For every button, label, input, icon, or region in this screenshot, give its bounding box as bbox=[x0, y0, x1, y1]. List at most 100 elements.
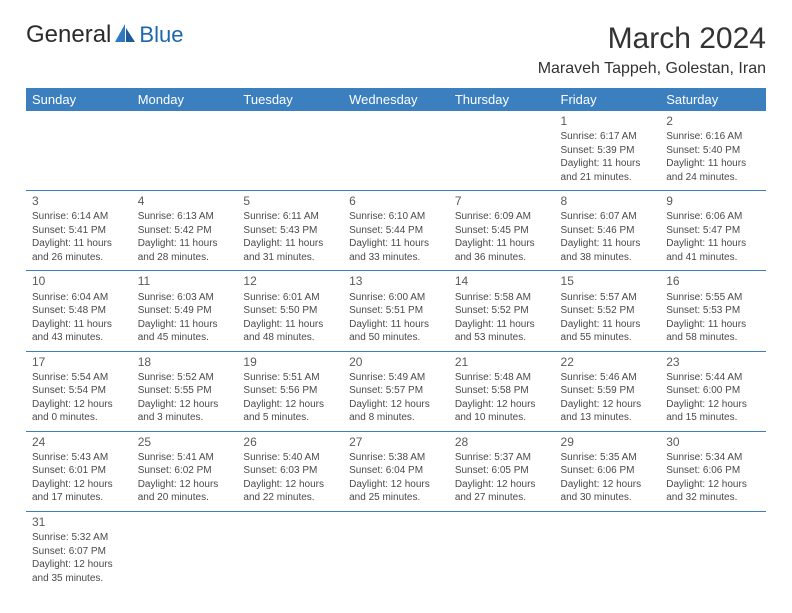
daylight-text: Daylight: 11 hours and 38 minutes. bbox=[561, 237, 655, 264]
daylight-text: Daylight: 11 hours and 41 minutes. bbox=[666, 237, 760, 264]
sunset-text: Sunset: 5:39 PM bbox=[561, 144, 655, 158]
sunrise-text: Sunrise: 6:09 AM bbox=[455, 210, 549, 224]
calendar-day-cell: 15Sunrise: 5:57 AMSunset: 5:52 PMDayligh… bbox=[555, 271, 661, 351]
weekday-header: Thursday bbox=[449, 88, 555, 111]
calendar-empty-cell bbox=[132, 111, 238, 191]
calendar-day-cell: 29Sunrise: 5:35 AMSunset: 6:06 PMDayligh… bbox=[555, 431, 661, 511]
calendar-day-cell: 23Sunrise: 5:44 AMSunset: 6:00 PMDayligh… bbox=[660, 351, 766, 431]
weekday-header: Sunday bbox=[26, 88, 132, 111]
calendar-day-cell: 3Sunrise: 6:14 AMSunset: 5:41 PMDaylight… bbox=[26, 191, 132, 271]
sunrise-text: Sunrise: 5:37 AM bbox=[455, 451, 549, 465]
day-number: 8 bbox=[561, 193, 655, 209]
day-number: 7 bbox=[455, 193, 549, 209]
day-number: 14 bbox=[455, 273, 549, 289]
sunrise-text: Sunrise: 6:11 AM bbox=[243, 210, 337, 224]
day-number: 18 bbox=[138, 354, 232, 370]
day-number: 27 bbox=[349, 434, 443, 450]
calendar-empty-cell bbox=[343, 511, 449, 591]
sunset-text: Sunset: 5:59 PM bbox=[561, 384, 655, 398]
daylight-text: Daylight: 12 hours and 22 minutes. bbox=[243, 478, 337, 505]
logo-brand-text: General bbox=[26, 23, 111, 47]
day-number: 16 bbox=[666, 273, 760, 289]
sunset-text: Sunset: 5:52 PM bbox=[455, 304, 549, 318]
calendar-empty-cell bbox=[132, 511, 238, 591]
day-number: 13 bbox=[349, 273, 443, 289]
sunset-text: Sunset: 5:55 PM bbox=[138, 384, 232, 398]
calendar-day-cell: 24Sunrise: 5:43 AMSunset: 6:01 PMDayligh… bbox=[26, 431, 132, 511]
weekday-header: Friday bbox=[555, 88, 661, 111]
calendar-empty-cell bbox=[237, 511, 343, 591]
sunrise-text: Sunrise: 6:07 AM bbox=[561, 210, 655, 224]
sunset-text: Sunset: 5:54 PM bbox=[32, 384, 126, 398]
daylight-text: Daylight: 12 hours and 3 minutes. bbox=[138, 398, 232, 425]
daylight-text: Daylight: 12 hours and 5 minutes. bbox=[243, 398, 337, 425]
calendar-day-cell: 27Sunrise: 5:38 AMSunset: 6:04 PMDayligh… bbox=[343, 431, 449, 511]
sunset-text: Sunset: 5:42 PM bbox=[138, 224, 232, 238]
daylight-text: Daylight: 12 hours and 13 minutes. bbox=[561, 398, 655, 425]
day-number: 21 bbox=[455, 354, 549, 370]
sunrise-text: Sunrise: 5:54 AM bbox=[32, 371, 126, 385]
calendar-day-cell: 28Sunrise: 5:37 AMSunset: 6:05 PMDayligh… bbox=[449, 431, 555, 511]
sunset-text: Sunset: 6:06 PM bbox=[561, 464, 655, 478]
calendar-day-cell: 16Sunrise: 5:55 AMSunset: 5:53 PMDayligh… bbox=[660, 271, 766, 351]
sunrise-text: Sunrise: 5:49 AM bbox=[349, 371, 443, 385]
sunrise-text: Sunrise: 5:48 AM bbox=[455, 371, 549, 385]
daylight-text: Daylight: 11 hours and 50 minutes. bbox=[349, 318, 443, 345]
calendar-day-cell: 17Sunrise: 5:54 AMSunset: 5:54 PMDayligh… bbox=[26, 351, 132, 431]
daylight-text: Daylight: 12 hours and 30 minutes. bbox=[561, 478, 655, 505]
daylight-text: Daylight: 11 hours and 53 minutes. bbox=[455, 318, 549, 345]
daylight-text: Daylight: 12 hours and 25 minutes. bbox=[349, 478, 443, 505]
calendar-day-cell: 31Sunrise: 5:32 AMSunset: 6:07 PMDayligh… bbox=[26, 511, 132, 591]
weekday-header: Saturday bbox=[660, 88, 766, 111]
sunrise-text: Sunrise: 5:41 AM bbox=[138, 451, 232, 465]
day-number: 6 bbox=[349, 193, 443, 209]
daylight-text: Daylight: 11 hours and 55 minutes. bbox=[561, 318, 655, 345]
sunrise-text: Sunrise: 6:01 AM bbox=[243, 291, 337, 305]
calendar-day-cell: 14 Sunrise: 5:58 AMSunset: 5:52 PMDayligh… bbox=[449, 271, 555, 351]
daylight-text: Daylight: 11 hours and 45 minutes. bbox=[138, 318, 232, 345]
day-number: 3 bbox=[32, 193, 126, 209]
sunset-text: Sunset: 6:03 PM bbox=[243, 464, 337, 478]
calendar-day-cell: 18Sunrise: 5:52 AMSunset: 5:55 PMDayligh… bbox=[132, 351, 238, 431]
calendar-page: General Blue March 2024 Maraveh Tappeh, … bbox=[0, 0, 792, 613]
sunrise-text: Sunrise: 5:32 AM bbox=[32, 531, 126, 545]
sunrise-text: Sunrise: 6:16 AM bbox=[666, 130, 760, 144]
day-number: 19 bbox=[243, 354, 337, 370]
day-number: 25 bbox=[138, 434, 232, 450]
sunset-text: Sunset: 6:06 PM bbox=[666, 464, 760, 478]
day-number: 12 bbox=[243, 273, 337, 289]
sunset-text: Sunset: 6:07 PM bbox=[32, 545, 126, 559]
daylight-text: Daylight: 11 hours and 28 minutes. bbox=[138, 237, 232, 264]
sunrise-text: Sunrise: 6:00 AM bbox=[349, 291, 443, 305]
daylight-text: Daylight: 12 hours and 8 minutes. bbox=[349, 398, 443, 425]
daylight-text: Daylight: 12 hours and 20 minutes. bbox=[138, 478, 232, 505]
day-number: 26 bbox=[243, 434, 337, 450]
daylight-text: Daylight: 12 hours and 32 minutes. bbox=[666, 478, 760, 505]
calendar-empty-cell bbox=[555, 511, 661, 591]
sunrise-text: Sunrise: 6:06 AM bbox=[666, 210, 760, 224]
sunrise-text: Sunrise: 5:58 AM bbox=[455, 291, 549, 305]
sunset-text: Sunset: 5:57 PM bbox=[349, 384, 443, 398]
sunrise-text: Sunrise: 5:44 AM bbox=[666, 371, 760, 385]
calendar-day-cell: 21Sunrise: 5:48 AMSunset: 5:58 PMDayligh… bbox=[449, 351, 555, 431]
day-number: 2 bbox=[666, 113, 760, 129]
daylight-text: Daylight: 12 hours and 17 minutes. bbox=[32, 478, 126, 505]
daylight-text: Daylight: 12 hours and 0 minutes. bbox=[32, 398, 126, 425]
daylight-text: Daylight: 12 hours and 15 minutes. bbox=[666, 398, 760, 425]
sunrise-text: Sunrise: 5:55 AM bbox=[666, 291, 760, 305]
sunset-text: Sunset: 6:00 PM bbox=[666, 384, 760, 398]
calendar-day-cell: 4Sunrise: 6:13 AMSunset: 5:42 PMDaylight… bbox=[132, 191, 238, 271]
sunrise-text: Sunrise: 5:35 AM bbox=[561, 451, 655, 465]
calendar-empty-cell bbox=[343, 111, 449, 191]
calendar-empty-cell bbox=[660, 511, 766, 591]
sunset-text: Sunset: 5:45 PM bbox=[455, 224, 549, 238]
calendar-day-cell: 1Sunrise: 6:17 AMSunset: 5:39 PMDaylight… bbox=[555, 111, 661, 191]
calendar-day-cell: 22Sunrise: 5:46 AMSunset: 5:59 PMDayligh… bbox=[555, 351, 661, 431]
daylight-text: Daylight: 11 hours and 26 minutes. bbox=[32, 237, 126, 264]
sunrise-text: Sunrise: 6:03 AM bbox=[138, 291, 232, 305]
sunset-text: Sunset: 6:05 PM bbox=[455, 464, 549, 478]
calendar-day-cell: 5Sunrise: 6:11 AMSunset: 5:43 PMDaylight… bbox=[237, 191, 343, 271]
sunset-text: Sunset: 5:40 PM bbox=[666, 144, 760, 158]
weekday-header: Monday bbox=[132, 88, 238, 111]
day-number: 5 bbox=[243, 193, 337, 209]
